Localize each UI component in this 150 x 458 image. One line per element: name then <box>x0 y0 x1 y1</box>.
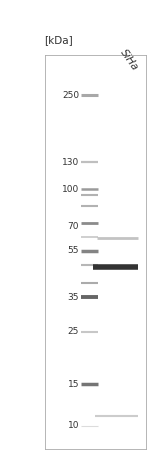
Text: [kDa]: [kDa] <box>44 35 73 45</box>
Text: 250: 250 <box>62 91 79 100</box>
Text: 130: 130 <box>62 158 79 167</box>
Text: 70: 70 <box>68 222 79 230</box>
Text: 10: 10 <box>68 421 79 431</box>
Text: 100: 100 <box>62 185 79 194</box>
Text: SiHa: SiHa <box>118 47 140 72</box>
Text: 15: 15 <box>68 380 79 389</box>
Text: 55: 55 <box>68 246 79 255</box>
Text: 35: 35 <box>68 293 79 302</box>
Text: 25: 25 <box>68 327 79 336</box>
